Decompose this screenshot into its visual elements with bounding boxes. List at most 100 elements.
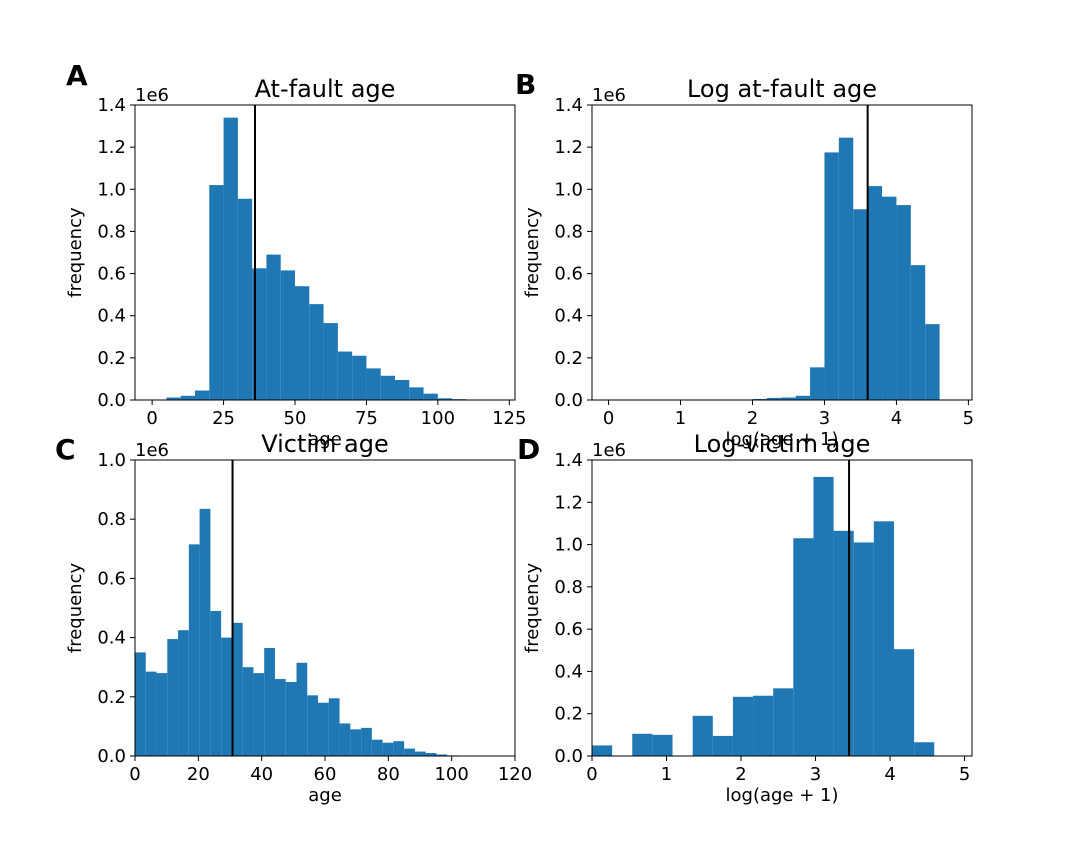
y-tick-label: 0.4: [97, 306, 126, 327]
bar: [592, 745, 613, 756]
x-tick-label: 5: [963, 408, 974, 429]
y-tick-label: 0.0: [97, 746, 126, 767]
bar: [323, 323, 338, 400]
x-tick-label: 1: [661, 764, 672, 785]
bar: [382, 742, 394, 756]
bar: [371, 739, 383, 756]
bar: [395, 379, 410, 400]
y-tick-label: 0.6: [97, 568, 126, 589]
x-tick-label: 2: [735, 764, 746, 785]
bar: [195, 390, 210, 400]
bar: [896, 205, 911, 400]
histogram-bars: [752, 137, 940, 401]
y-tick-label: 0.6: [97, 264, 126, 285]
bar: [296, 662, 308, 756]
bar: [867, 186, 883, 400]
bar: [361, 727, 372, 756]
bar: [773, 688, 794, 756]
y-tick-label: 0.4: [554, 306, 583, 327]
bar: [853, 542, 874, 756]
x-tick-label: 4: [884, 764, 895, 785]
y-axis-label: frequency: [522, 563, 543, 654]
chart-title: At-fault age: [255, 75, 396, 103]
bar: [838, 137, 854, 401]
bar: [873, 521, 894, 756]
panel-letter: B: [515, 68, 536, 101]
bar: [253, 673, 265, 756]
bar: [307, 695, 319, 756]
bar: [280, 270, 295, 400]
x-tick-label: 100: [434, 764, 468, 785]
x-tick-label: 4: [891, 408, 902, 429]
bar: [337, 351, 353, 400]
y-tick-label: 0.6: [554, 619, 583, 640]
axes-frame: [591, 459, 973, 757]
y-tick-label: 0.2: [554, 704, 583, 725]
y-tick-label: 0.8: [554, 221, 583, 242]
y-tick-label: 0.4: [554, 661, 583, 682]
bar: [231, 622, 243, 756]
x-tick-label: 50: [284, 408, 307, 429]
x-tick-label: 40: [250, 764, 273, 785]
y-tick-label: 1.2: [554, 492, 583, 513]
bar: [632, 733, 653, 756]
bar: [209, 185, 224, 400]
bar: [766, 397, 782, 400]
bar: [893, 649, 915, 756]
bar: [752, 398, 767, 400]
bar: [882, 196, 897, 400]
bar: [914, 742, 935, 756]
x-axis-label: age: [308, 785, 342, 806]
bar: [242, 667, 254, 756]
bar: [652, 734, 673, 756]
bar: [285, 682, 297, 756]
bar: [167, 639, 179, 756]
bar: [712, 735, 733, 756]
y-tick-label: 0.8: [554, 577, 583, 598]
y-tick-label: 0.0: [97, 390, 126, 411]
bar: [318, 702, 329, 756]
bar: [221, 637, 232, 756]
chart-title: Log-victim age: [694, 430, 871, 458]
x-tick-label: 120: [498, 764, 532, 785]
bar: [156, 673, 168, 756]
y-tick-label: 0.6: [554, 264, 583, 285]
y-tick-label: 0.2: [97, 348, 126, 369]
x-tick-label: 3: [819, 408, 830, 429]
bar: [295, 286, 310, 400]
bar: [833, 530, 854, 756]
bar: [404, 748, 415, 756]
x-tick-label: 60: [314, 764, 337, 785]
x-axis-label: age: [308, 429, 342, 450]
x-tick-label: 20: [187, 764, 210, 785]
y-tick-label: 1.0: [554, 535, 583, 556]
panel-c: 0 20 40 60 80 100 120 0.0 0.2 0.4 0.6 0.8 1.0 1e6 Vict…: [55, 430, 532, 806]
panel-a: 0 25 50 75 100 125 0.0 0.2 0.4 0.6 0.8 1.0 1.2 1.4 1e6…: [65, 59, 526, 450]
bar: [237, 198, 253, 400]
x-tick-label: 0: [129, 764, 140, 785]
y-tick-label: 0.8: [97, 221, 126, 242]
bar: [166, 397, 181, 400]
bar: [753, 695, 774, 756]
x-tick-label: 5: [959, 764, 970, 785]
axes-frame: [134, 104, 516, 401]
y-tick-label: 1.2: [554, 137, 583, 158]
bar: [692, 715, 713, 756]
x-tick-label: 125: [492, 408, 526, 429]
bar: [436, 754, 448, 756]
y-offset-text: 1e6: [135, 85, 169, 106]
y-axis-label: frequency: [522, 207, 543, 298]
bar: [266, 254, 281, 400]
y-axis-label: frequency: [65, 207, 86, 298]
bar: [423, 393, 438, 400]
chart-title: Victim age: [261, 430, 389, 458]
x-tick-label: 75: [355, 408, 378, 429]
bar: [925, 324, 940, 400]
x-tick-label: 3: [810, 764, 821, 785]
y-tick-label: 1.4: [554, 95, 583, 116]
y-tick-label: 1.2: [97, 137, 126, 158]
x-tick-label: 2: [747, 408, 758, 429]
x-tick-label: 25: [212, 408, 235, 429]
y-tick-label: 1.4: [554, 450, 583, 471]
bar: [339, 723, 351, 756]
